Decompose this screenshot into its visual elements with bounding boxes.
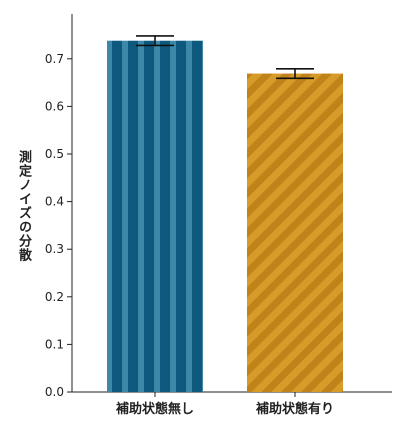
y-tick-label: 0.4 [45,195,64,209]
chart-marks: 0.0 0.1 0.2 0.3 0.4 0.5 0.6 0.7 補助状態無し 補助状態有り [45,14,392,417]
category-label: 補助状態無し [115,401,194,417]
y-tick-label: 0.5 [45,147,64,161]
y-tick-label: 0.1 [45,337,64,351]
bar [107,40,203,392]
bar [247,73,343,392]
y-tick-label: 0.0 [45,385,64,399]
y-tick-label: 0.7 [45,52,64,66]
y-tick-label: 0.3 [45,242,64,256]
category-label: 補助状態有り [255,401,334,417]
y-axis-title: 測定ノイズの分散 [16,150,31,262]
y-tick-label: 0.2 [45,290,64,304]
y-tick-label: 0.6 [45,99,64,113]
